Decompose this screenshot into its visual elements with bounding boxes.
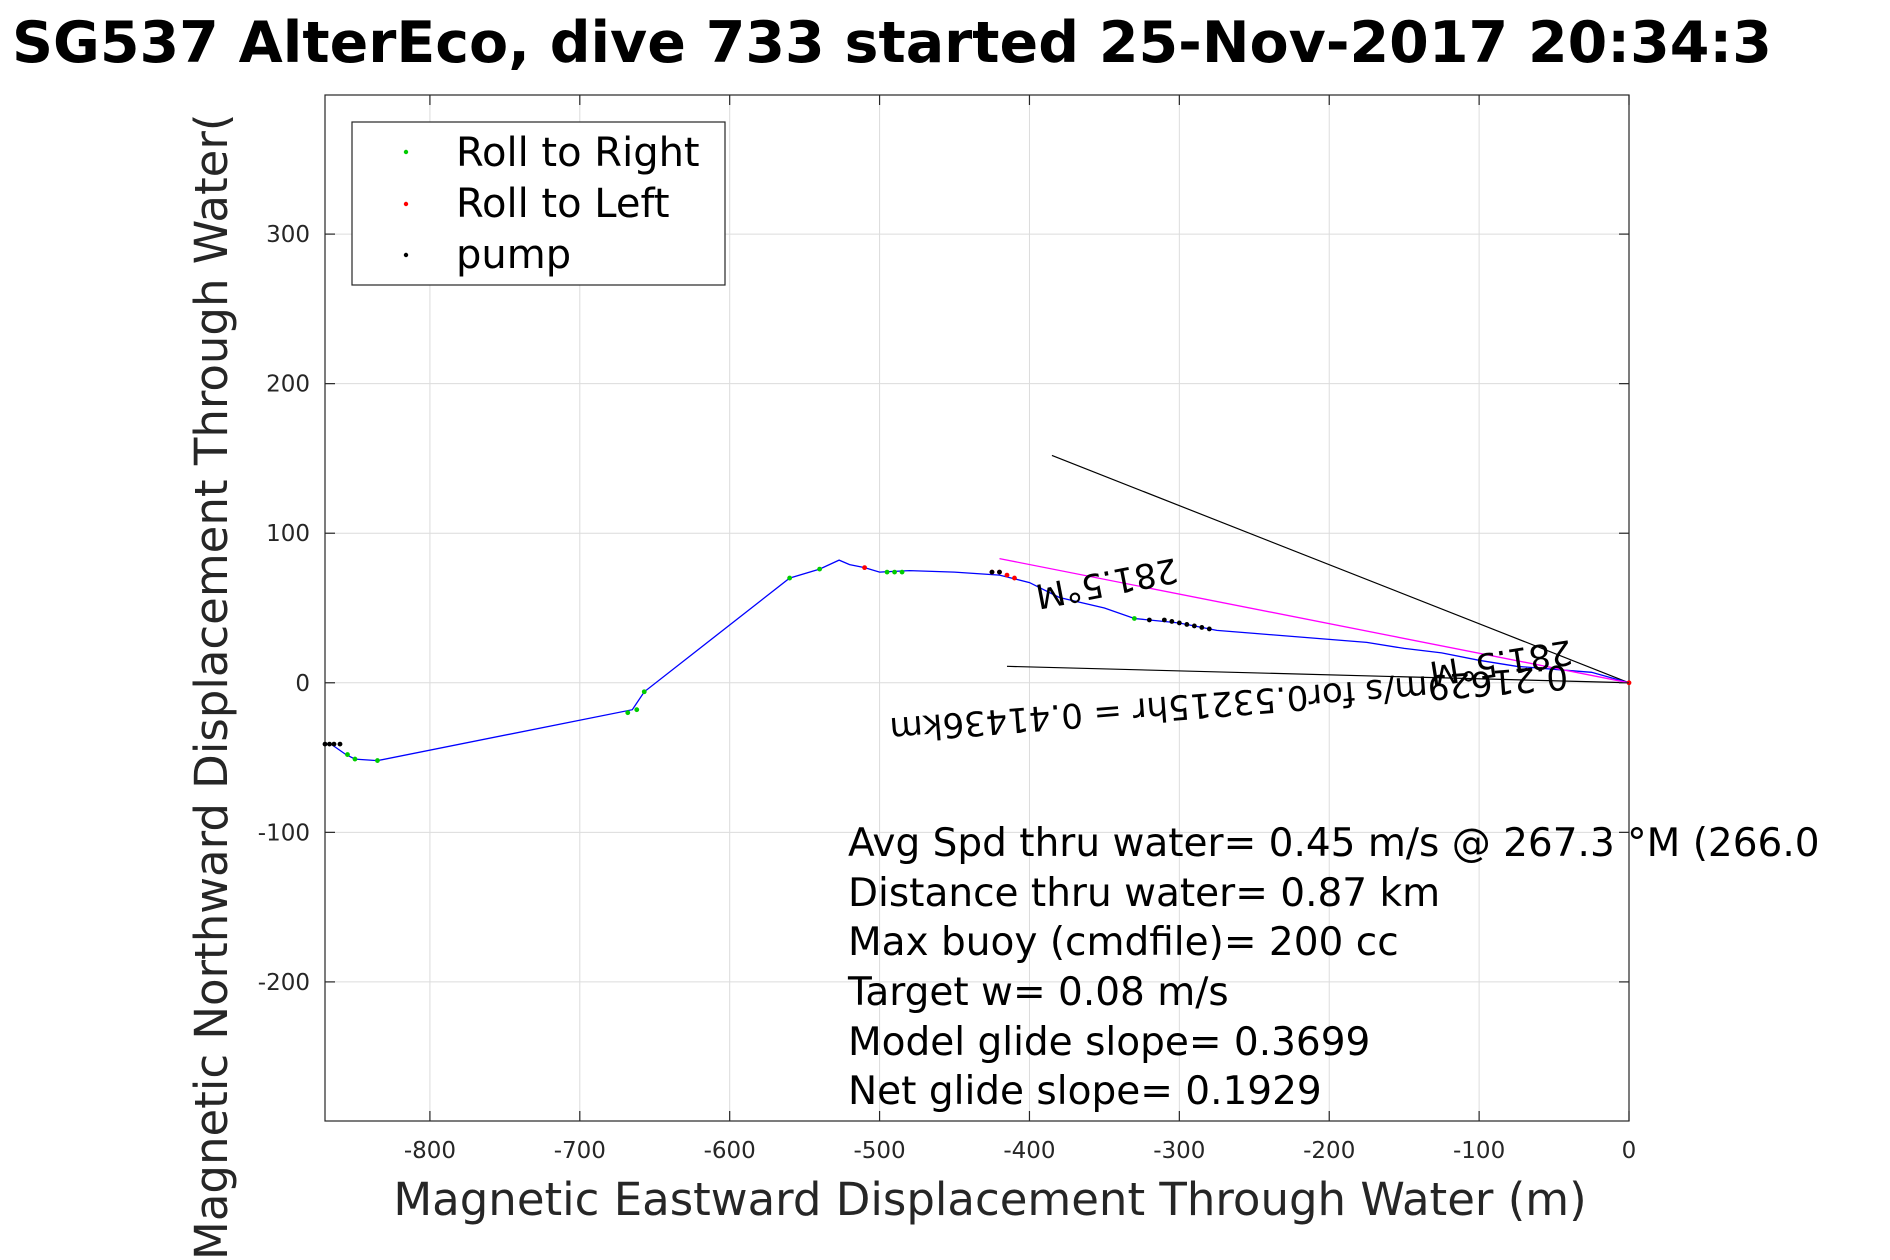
- roll-right-point: [641, 689, 647, 695]
- pump-point: [322, 741, 328, 747]
- series: [325, 557, 1630, 762]
- y-tick-label: 100: [266, 521, 310, 547]
- y-tick-label: -200: [258, 970, 310, 996]
- legend-marker-roll-right: [403, 149, 409, 155]
- pump-point: [997, 569, 1002, 575]
- x-tick-label: 0: [1622, 1138, 1637, 1164]
- x-tick-label: -500: [853, 1138, 905, 1164]
- legend-label-pump: pump: [456, 232, 571, 278]
- x-tick-label: -100: [1453, 1138, 1505, 1164]
- x-tick-label: -200: [1303, 1138, 1355, 1164]
- pump-point: [1199, 625, 1205, 630]
- axis-ticks: -800 -700 -600 -500 -400 -300 -200 -100 0 -200 -10…: [258, 95, 1637, 1164]
- legend-label-roll-right: Roll to Right: [456, 130, 700, 176]
- stats-line-6: Net glide slope= 0.1929: [848, 1069, 1322, 1114]
- roll-right-point: [352, 756, 358, 762]
- legend: Roll to Right Roll to Left pump: [351, 121, 726, 286]
- reference-lines: [1006, 454, 1630, 684]
- stats-line-1: Avg Spd thru water= 0.45 m/s @ 267.3 °M …: [848, 821, 1820, 866]
- pump-point: [1176, 620, 1182, 626]
- pump-point: [331, 741, 337, 747]
- roll-right-point: [787, 575, 793, 581]
- chart-title: SG537 AlterEco, dive 733 started 25-Nov-…: [12, 10, 1772, 76]
- roll-right-point: [817, 566, 823, 572]
- y-tick-label: 200: [266, 372, 310, 398]
- roll-left-point: [1012, 575, 1017, 581]
- roll-right-point: [634, 707, 640, 713]
- stats-line-2: Distance thru water= 0.87 km: [848, 871, 1440, 916]
- reference-line: [1051, 454, 1630, 684]
- legend-marker-pump: [403, 252, 409, 258]
- y-tick-label: 300: [266, 222, 310, 248]
- markers: [322, 565, 1632, 763]
- x-tick-label: -700: [554, 1138, 606, 1164]
- y-axis-label: Magnetic Northward Displacement Through …: [185, 114, 238, 1260]
- y-tick-label: -100: [258, 820, 310, 846]
- stats-block: Avg Spd thru water= 0.45 m/s @ 267.3 °M …: [847, 821, 1820, 1114]
- track-line: [325, 559, 1630, 762]
- legend-box: [351, 121, 726, 286]
- roll-left-point: [862, 565, 867, 571]
- roll-right-point: [375, 758, 380, 763]
- roll-right-point: [1131, 616, 1137, 621]
- pump-point: [1191, 623, 1197, 629]
- pump-point: [327, 741, 332, 747]
- pump-point: [1161, 617, 1167, 623]
- roll-right-point: [899, 569, 905, 575]
- pump-point: [1169, 619, 1175, 624]
- x-axis-label: Magnetic Eastward Displacement Through W…: [393, 1173, 1586, 1226]
- depth-averaged-line: [999, 557, 1630, 684]
- x-tick-label: -600: [704, 1138, 756, 1164]
- roll-left-point: [1004, 572, 1010, 578]
- roll-right-point: [884, 569, 890, 575]
- stats-line-4: Target w= 0.08 m/s: [847, 970, 1229, 1015]
- y-tick-label: 0: [295, 671, 310, 697]
- legend-marker-roll-left: [403, 201, 409, 207]
- legend-label-roll-left: Roll to Left: [456, 181, 670, 227]
- x-tick-label: -400: [1003, 1138, 1055, 1164]
- pump-point: [989, 569, 995, 575]
- roll-right-point: [345, 752, 350, 757]
- reference-line: [1006, 665, 1630, 684]
- plot-area-frame: [324, 94, 1630, 1122]
- roll-right-point: [625, 710, 631, 716]
- x-tick-label: -800: [404, 1138, 456, 1164]
- pump-point: [1146, 617, 1152, 623]
- stats-line-3: Max buoy (cmdfile)= 200 cc: [848, 920, 1399, 965]
- stats-line-5: Model glide slope= 0.3699: [848, 1020, 1370, 1065]
- pump-point: [337, 741, 343, 747]
- x-tick-label: -300: [1153, 1138, 1205, 1164]
- roll-right-point: [892, 569, 897, 575]
- pump-point: [1184, 622, 1190, 627]
- pump-point: [1206, 626, 1212, 632]
